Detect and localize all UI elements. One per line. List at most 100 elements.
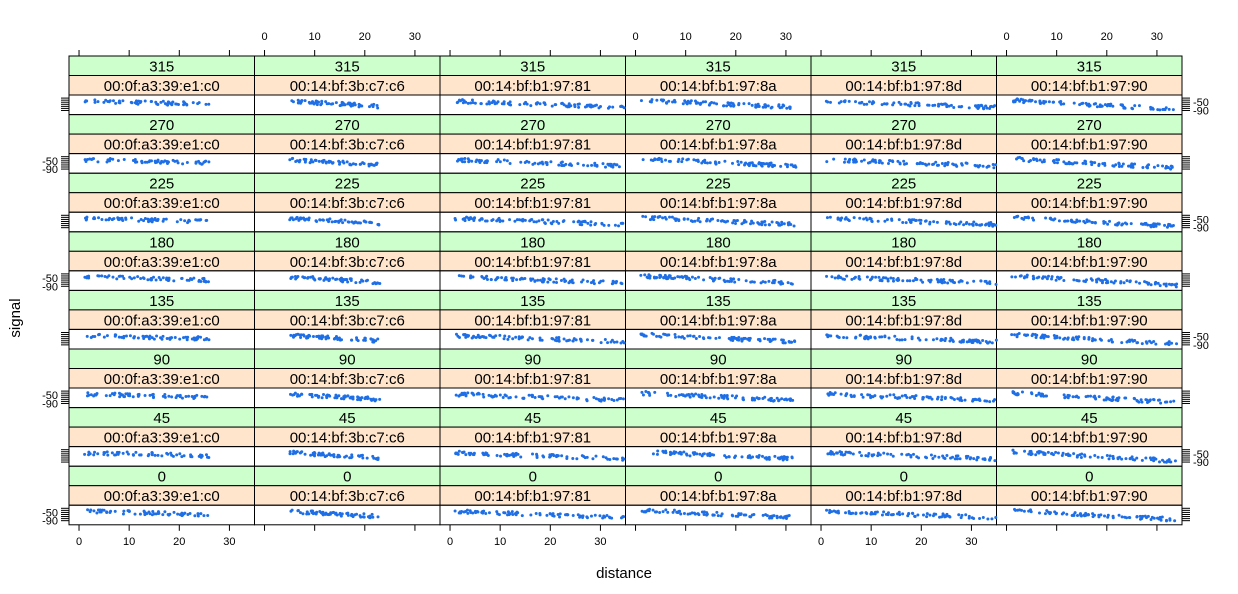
data-point [521, 277, 525, 281]
data-point [302, 157, 306, 161]
data-point [676, 275, 680, 279]
data-point [156, 510, 160, 514]
data-point [688, 454, 692, 458]
data-point [143, 216, 147, 220]
data-point [1070, 162, 1074, 166]
data-point [978, 516, 982, 520]
data-point [734, 219, 738, 223]
data-point [921, 513, 925, 517]
data-point [1076, 396, 1080, 399]
strip-angle-label: 315 [335, 59, 360, 76]
data-point [156, 159, 160, 163]
data-point [862, 158, 866, 162]
strip-mac-label: 00:14:bf:b1:97:8d [845, 78, 962, 95]
data-point [895, 338, 899, 342]
data-point [529, 513, 533, 517]
data-point [106, 100, 110, 104]
data-point [668, 274, 672, 278]
data-point [1108, 454, 1112, 458]
data-point [512, 454, 516, 458]
data-point [204, 102, 208, 106]
data-point [189, 277, 193, 281]
data-point [309, 393, 313, 397]
data-point [85, 157, 89, 161]
data-point [622, 106, 626, 110]
data-point [1088, 455, 1092, 459]
data-point [1139, 222, 1143, 226]
data-point [1120, 341, 1124, 345]
data-point [919, 221, 923, 225]
data-point [317, 394, 321, 398]
data-point [563, 397, 567, 401]
data-point [826, 392, 830, 396]
data-point [967, 106, 971, 110]
data-point [153, 217, 157, 221]
data-point [320, 396, 324, 400]
panel-plot-area [996, 387, 1183, 409]
data-point [716, 514, 720, 518]
y-axis-title: signal [7, 298, 24, 337]
data-point [727, 337, 731, 341]
data-point [356, 398, 360, 402]
data-point [153, 453, 157, 457]
data-point [1025, 273, 1029, 277]
data-point [732, 277, 736, 281]
data-point [599, 279, 603, 283]
data-point [1148, 456, 1152, 460]
data-point [1039, 101, 1043, 105]
strip-mac-label: 00:14:bf:b1:97:8a [660, 430, 777, 447]
data-point [331, 511, 335, 515]
data-point [186, 513, 190, 517]
data-point [1010, 333, 1014, 337]
data-point [887, 159, 891, 163]
data-point [722, 396, 726, 400]
data-point [196, 102, 200, 106]
data-point [597, 106, 601, 110]
data-point [462, 99, 466, 103]
data-point [1120, 164, 1124, 168]
data-point [1043, 512, 1047, 516]
data-point [687, 276, 691, 280]
data-point [1037, 450, 1041, 454]
data-point [536, 101, 540, 105]
data-point [641, 214, 645, 218]
data-point [1040, 160, 1044, 164]
data-point [773, 454, 777, 458]
data-point [734, 221, 738, 225]
data-point [333, 396, 337, 400]
data-point [1076, 454, 1080, 458]
data-point [526, 338, 530, 342]
data-point [168, 512, 172, 516]
data-point [1031, 216, 1035, 220]
data-point [454, 393, 458, 397]
data-point [717, 276, 721, 280]
data-point [345, 277, 349, 281]
x-tick-label-bottom: 10 [494, 536, 506, 548]
data-point [586, 164, 590, 168]
data-point [470, 159, 474, 163]
data-point [170, 395, 174, 399]
data-point [1050, 277, 1054, 281]
data-point [546, 218, 550, 222]
data-point [742, 102, 746, 106]
data-point [478, 218, 482, 222]
data-point [866, 161, 870, 165]
strip-angle-label: 180 [149, 234, 174, 251]
data-point [740, 455, 744, 459]
data-point [507, 512, 511, 516]
data-point [337, 394, 341, 398]
data-point [562, 337, 566, 341]
y-tick-label-left: -90 [42, 281, 58, 293]
data-point [708, 454, 712, 458]
data-point [839, 276, 843, 280]
data-point [1058, 336, 1062, 340]
data-point [85, 334, 89, 338]
data-point [1031, 277, 1035, 281]
data-point [970, 222, 974, 226]
data-point [457, 335, 461, 339]
data-point [291, 393, 295, 397]
data-point [543, 221, 547, 225]
data-point [1131, 457, 1135, 461]
data-point [480, 275, 484, 279]
data-point [100, 217, 104, 221]
